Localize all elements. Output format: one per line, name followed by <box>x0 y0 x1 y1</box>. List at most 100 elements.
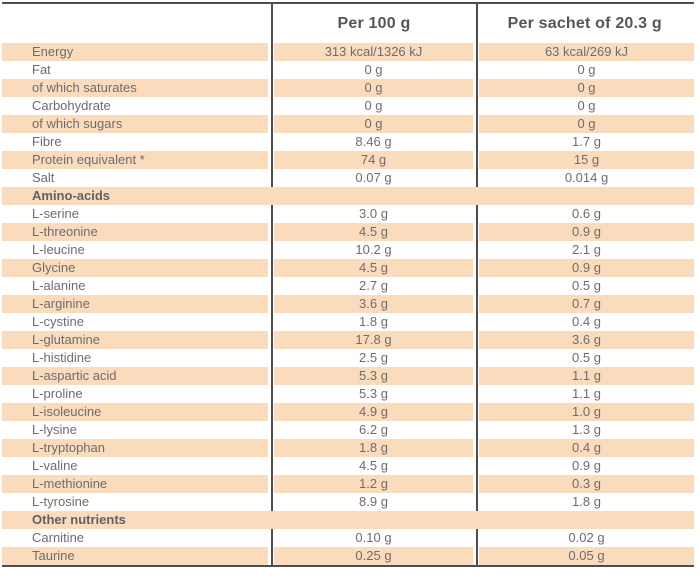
row-label: L-lysine <box>32 422 77 437</box>
per-sachet-value: 63 kcal/269 kJ <box>479 43 694 61</box>
per-sachet-value: 0.7 g <box>479 295 694 313</box>
per-sachet-value: 0.02 g <box>568 530 605 545</box>
table-row: Energy 313 kcal/1326 kJ 63 kcal/269 kJ <box>2 43 694 61</box>
per-100g-value: 4.5 g <box>274 223 473 241</box>
table-row: L-tyrosine 8.9 g 1.8 g <box>2 493 694 511</box>
per-sachet-value: 0.3 g <box>479 475 694 493</box>
per-sachet-value: 0.9 g <box>479 259 694 277</box>
row-label: Carnitine <box>32 530 85 545</box>
table-row: Fibre 8.46 g 1.7 g <box>2 133 694 151</box>
row-label: L-threonine <box>2 223 268 241</box>
row-label: L-proline <box>32 386 83 401</box>
table-row: of which sugars 0 g 0 g <box>2 115 694 133</box>
per-100g-value: 1.8 g <box>359 314 388 329</box>
row-label: L-aspartic acid <box>2 367 268 385</box>
per-100g-value: 8.9 g <box>359 494 388 509</box>
row-label: L-leucine <box>32 242 85 257</box>
header-per-100g: Per 100 g <box>337 14 411 32</box>
row-label: of which saturates <box>2 79 268 97</box>
table-row: L-leucine 10.2 g 2.1 g <box>2 241 694 259</box>
per-sachet-value: 0.4 g <box>572 314 601 329</box>
row-label: Energy <box>2 43 268 61</box>
table-row: L-proline 5.3 g 1.1 g <box>2 385 694 403</box>
row-label: L-serine <box>32 206 79 221</box>
table-row: L-lysine 6.2 g 1.3 g <box>2 421 694 439</box>
row-label: L-arginine <box>2 295 268 313</box>
row-label: Protein equivalent * <box>2 151 268 169</box>
row-label: L-isoleucine <box>2 403 268 421</box>
row-label: L-histidine <box>32 350 92 365</box>
row-label: L-valine <box>32 458 78 473</box>
per-sachet-value: 0.4 g <box>479 439 694 457</box>
row-label: Taurine <box>2 547 268 565</box>
section-header-label: Amino-acids <box>2 187 694 205</box>
per-100g-value: 313 kcal/1326 kJ <box>274 43 473 61</box>
per-100g-value: 0 g <box>274 115 473 133</box>
per-sachet-value: 0.6 g <box>572 206 601 221</box>
per-sachet-value: 0.5 g <box>572 350 601 365</box>
per-sachet-value: 0.9 g <box>572 458 601 473</box>
nutrition-table-body: Energy 313 kcal/1326 kJ 63 kcal/269 kJ Fat 0… <box>2 43 694 565</box>
per-sachet-value: 1.1 g <box>479 367 694 385</box>
row-label: Fat <box>32 62 51 77</box>
table-row: L-histidine 2.5 g 0.5 g <box>2 349 694 367</box>
per-sachet-value: 0 g <box>577 98 596 113</box>
per-100g-value: 4.9 g <box>274 403 473 421</box>
row-label: L-tyrosine <box>32 494 90 509</box>
table-row: Protein equivalent * 74 g 15 g <box>2 151 694 169</box>
per-100g-value: 17.8 g <box>274 331 473 349</box>
per-100g-value: 0.25 g <box>274 547 473 565</box>
per-sachet-value: 3.6 g <box>479 331 694 349</box>
per-100g-value: 0 g <box>364 98 383 113</box>
table-row: Fat 0 g 0 g <box>2 61 694 79</box>
table-row: L-alanine 2.7 g 0.5 g <box>2 277 694 295</box>
per-sachet-value: 0 g <box>577 62 596 77</box>
per-100g-value: 0.07 g <box>355 170 392 185</box>
per-sachet-value: 0 g <box>479 79 694 97</box>
table-row: L-arginine 3.6 g 0.7 g <box>2 295 694 313</box>
per-sachet-value: 15 g <box>479 151 694 169</box>
row-label: L-methionine <box>2 475 268 493</box>
per-100g-value: 74 g <box>274 151 473 169</box>
table-row: L-threonine 4.5 g 0.9 g <box>2 223 694 241</box>
per-100g-value: 5.3 g <box>274 367 473 385</box>
per-100g-value: 10.2 g <box>355 242 392 257</box>
table-row: L-cystine 1.8 g 0.4 g <box>2 313 694 331</box>
column-divider-1 <box>271 4 273 565</box>
header-per-sachet: Per sachet of 20.3 g <box>507 14 662 32</box>
table-row: L-aspartic acid 5.3 g 1.1 g <box>2 367 694 385</box>
per-sachet-value: 0.05 g <box>479 547 694 565</box>
table-row: L-tryptophan 1.8 g 0.4 g <box>2 439 694 457</box>
row-label: L-tryptophan <box>2 439 268 457</box>
per-100g-value: 2.7 g <box>359 278 388 293</box>
row-label: L-cystine <box>32 314 85 329</box>
table-row: Taurine 0.25 g 0.05 g <box>2 547 694 565</box>
table-row: of which saturates 0 g 0 g <box>2 79 694 97</box>
per-sachet-value: 1.8 g <box>572 494 601 509</box>
per-100g-value: 0 g <box>274 79 473 97</box>
per-sachet-value: 1.0 g <box>479 403 694 421</box>
table-row: L-methionine 1.2 g 0.3 g <box>2 475 694 493</box>
per-100g-value: 4.5 g <box>274 259 473 277</box>
per-100g-value: 1.8 g <box>274 439 473 457</box>
row-label: Glycine <box>2 259 268 277</box>
per-sachet-value: 0 g <box>479 115 694 133</box>
table-row: L-glutamine 17.8 g 3.6 g <box>2 331 694 349</box>
table-row: Glycine 4.5 g 0.9 g <box>2 259 694 277</box>
table-row: Carnitine 0.10 g 0.02 g <box>2 529 694 547</box>
table-row: L-valine 4.5 g 0.9 g <box>2 457 694 475</box>
per-sachet-value: 2.1 g <box>572 242 601 257</box>
per-sachet-value: 0.9 g <box>479 223 694 241</box>
per-sachet-value: 0.5 g <box>572 278 601 293</box>
table-row: Salt 0.07 g 0.014 g <box>2 169 694 187</box>
per-100g-value: 4.5 g <box>359 458 388 473</box>
per-sachet-value: 0.014 g <box>564 170 609 185</box>
column-divider-2 <box>476 4 478 565</box>
row-label: L-alanine <box>32 278 86 293</box>
per-100g-value: 6.2 g <box>359 422 388 437</box>
table-header-row: Per 100 g Per sachet of 20.3 g <box>2 4 694 43</box>
row-label: of which sugars <box>2 115 268 133</box>
per-100g-value: 1.2 g <box>274 475 473 493</box>
nutrition-table: Per 100 g Per sachet of 20.3 g Energy 313… <box>2 2 694 567</box>
